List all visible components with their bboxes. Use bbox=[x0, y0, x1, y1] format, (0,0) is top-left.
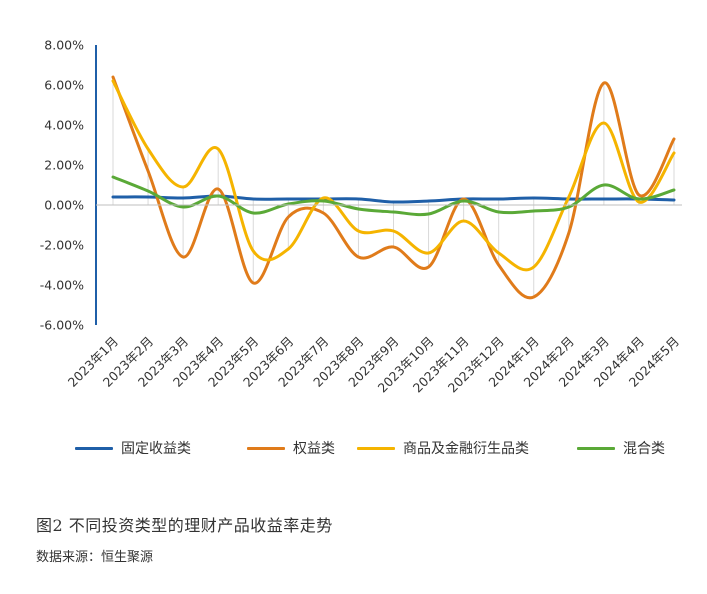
series-line-2 bbox=[111, 75, 676, 300]
y-tick-labels: 8.00% 6.00% 4.00% 2.00% 0.00% -2.00% -4.00% -6.… bbox=[40, 38, 84, 333]
legend: 固定收益类 权益类 商品及金融衍生品类 混合类 bbox=[0, 438, 707, 468]
data-source: 数据来源：恒生聚源 bbox=[36, 550, 154, 565]
legend-item: 固定收益类 bbox=[75, 438, 191, 458]
y-tick-label: 8.00% bbox=[44, 38, 84, 53]
legend-label: 权益类 bbox=[293, 441, 335, 457]
series-line-1 bbox=[111, 194, 676, 204]
series-layer bbox=[111, 75, 676, 300]
legend-swatch bbox=[247, 446, 285, 450]
series-line-4 bbox=[111, 175, 676, 217]
legend-swatch bbox=[577, 446, 615, 450]
legend-swatch bbox=[357, 446, 395, 450]
legend-label: 商品及金融衍生品类 bbox=[403, 441, 529, 457]
y-tick-label: 4.00% bbox=[44, 118, 84, 133]
legend-label: 混合类 bbox=[623, 441, 665, 457]
legend-item: 权益类 bbox=[247, 438, 335, 458]
series-line-3 bbox=[111, 79, 676, 272]
drop-lines bbox=[112, 77, 675, 297]
y-tick-label: -2.00% bbox=[40, 238, 84, 253]
legend-swatch bbox=[75, 446, 113, 450]
y-tick-label: -6.00% bbox=[40, 318, 84, 333]
line-chart: 8.00% 6.00% 4.00% 2.00% 0.00% -2.00% -4.00% -6.… bbox=[40, 38, 682, 396]
figure-caption: 图2 不同投资类型的理财产品收益率走势 bbox=[36, 516, 333, 535]
legend-label: 固定收益类 bbox=[121, 441, 191, 457]
axes bbox=[95, 45, 682, 325]
y-tick-label: 6.00% bbox=[44, 78, 84, 93]
legend-item: 商品及金融衍生品类 bbox=[357, 438, 529, 458]
y-tick-label: 2.00% bbox=[44, 158, 84, 173]
legend-item: 混合类 bbox=[577, 438, 665, 458]
y-tick-label: 0.00% bbox=[44, 198, 84, 213]
x-tick-labels: 2023年1月2023年2月2023年3月2023年4月2023年5月2023年… bbox=[65, 334, 682, 396]
y-tick-label: -4.00% bbox=[40, 278, 84, 293]
